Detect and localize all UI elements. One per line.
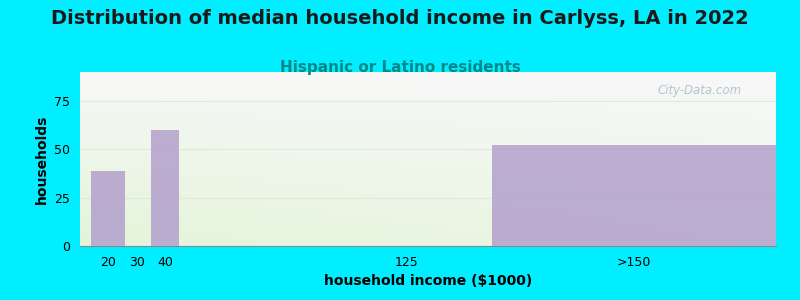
FancyBboxPatch shape [492,146,776,246]
Text: Hispanic or Latino residents: Hispanic or Latino residents [279,60,521,75]
Text: Distribution of median household income in Carlyss, LA in 2022: Distribution of median household income … [51,9,749,28]
Text: City-Data.com: City-Data.com [658,84,742,97]
FancyBboxPatch shape [151,130,179,246]
FancyBboxPatch shape [91,171,126,246]
Y-axis label: households: households [34,114,49,204]
X-axis label: household income ($1000): household income ($1000) [324,274,532,288]
